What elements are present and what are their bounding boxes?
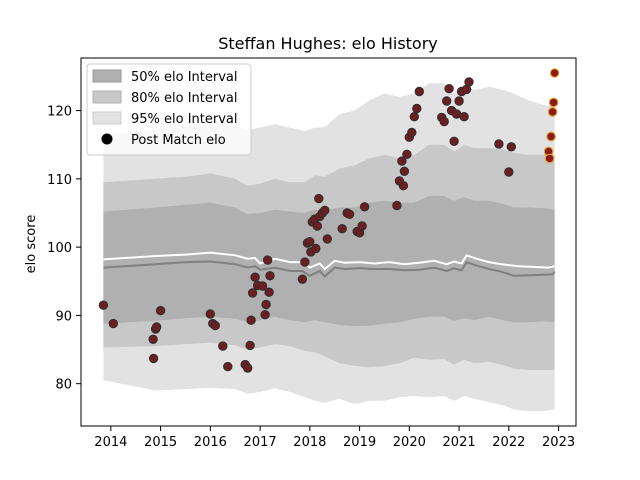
post-match-point-32 xyxy=(311,243,321,254)
post-match-point-21 xyxy=(261,299,271,310)
post-match-point-70 xyxy=(504,167,514,177)
y-axis-label: elo score xyxy=(24,215,39,274)
legend-entry-50: 50% elo Interval xyxy=(92,69,238,85)
post-match-point-0 xyxy=(98,300,109,310)
x-tick-label-2014: 2014 xyxy=(94,435,127,450)
post-match-point-26 xyxy=(300,257,310,267)
recent-match-point-1 xyxy=(544,153,555,164)
post-match-point-41 xyxy=(344,209,355,220)
post-match-point-25 xyxy=(297,274,308,284)
plot-area xyxy=(98,68,560,412)
post-match-point-53 xyxy=(407,127,417,138)
legend-swatch-50 xyxy=(92,69,122,83)
x-tick-label-2022: 2022 xyxy=(492,435,525,450)
y-tick-label-120: 120 xyxy=(47,105,72,120)
post-match-point-11 xyxy=(223,361,233,372)
legend-swatch-80 xyxy=(92,90,122,104)
legend-frame xyxy=(86,63,252,156)
legend-label-95: 95% elo Interval xyxy=(131,112,238,127)
legend-entry-95: 95% elo Interval xyxy=(92,111,238,127)
y-tick-label-110: 110 xyxy=(47,173,72,188)
post-match-point-38 xyxy=(322,234,332,244)
post-match-point-15 xyxy=(246,315,256,325)
axes: 2014 2015 2016 2017 2018 2019 2020 2021 2022 2023… xyxy=(47,105,575,450)
post-match-point-37 xyxy=(320,205,330,216)
post-match-point-51 xyxy=(402,149,412,160)
post-match-point-49 xyxy=(398,181,409,191)
post-match-point-14 xyxy=(245,340,255,351)
x-tick-label-2019: 2019 xyxy=(343,435,376,450)
x-tick-label-2018: 2018 xyxy=(293,435,326,450)
post-match-point-68 xyxy=(464,77,474,87)
post-match-point-71 xyxy=(506,142,516,152)
legend-entry-80: 80% elo Interval xyxy=(92,90,238,106)
legend-label-50: 50% elo Interval xyxy=(131,70,238,85)
post-match-point-2 xyxy=(148,334,158,344)
post-match-point-20 xyxy=(260,310,270,320)
y-tick-label-90: 90 xyxy=(55,309,72,324)
median-elo-line xyxy=(103,260,556,278)
post-match-point-1 xyxy=(108,318,119,329)
post-match-point-46 xyxy=(392,200,402,211)
post-match-point-55 xyxy=(412,103,422,114)
post-match-point-64 xyxy=(454,96,464,106)
post-match-point-66 xyxy=(459,112,469,122)
legend-label-post-match: Post Match elo xyxy=(131,133,226,148)
x-tick-label-2020: 2020 xyxy=(393,435,426,450)
post-match-point-24 xyxy=(265,271,275,281)
post-match-point-50 xyxy=(399,166,410,177)
x-tick-label-2015: 2015 xyxy=(144,435,177,450)
post-match-point-62 xyxy=(449,136,459,147)
post-match-point-9 xyxy=(210,320,221,331)
x-tick-label-2021: 2021 xyxy=(443,435,476,450)
post-match-point-22 xyxy=(262,255,273,265)
legend: 50% elo Interval 80% elo Interval 95% el… xyxy=(86,63,252,156)
post-match-point-5 xyxy=(151,322,162,332)
post-match-point-44 xyxy=(357,221,367,231)
post-match-point-69 xyxy=(494,139,504,149)
y-tick-label-100: 100 xyxy=(47,241,72,256)
x-tick-label-2017: 2017 xyxy=(244,435,277,450)
post-match-point-3 xyxy=(148,353,159,364)
recent-match-point-4 xyxy=(548,97,559,108)
post-match-point-6 xyxy=(155,305,166,316)
plot-frame xyxy=(80,57,577,427)
band-50-area xyxy=(103,195,555,327)
legend-marker-post-match xyxy=(101,133,113,145)
chart-title: Steffan Hughes: elo History xyxy=(218,34,438,53)
post-match-point-58 xyxy=(439,116,449,127)
legend-label-80: 80% elo Interval xyxy=(131,91,238,106)
mean-elo-line xyxy=(103,251,555,271)
post-match-point-19 xyxy=(257,281,268,291)
post-match-point-48 xyxy=(397,156,407,166)
legend-entry-post-match: Post Match elo xyxy=(101,133,226,148)
post-match-point-60 xyxy=(444,84,454,94)
post-match-point-7 xyxy=(205,309,216,319)
post-match-point-34 xyxy=(314,193,324,204)
recent-match-point-2 xyxy=(546,131,556,142)
post-match-point-16 xyxy=(247,288,258,298)
post-match-point-17 xyxy=(250,272,260,282)
post-match-point-23 xyxy=(264,287,274,297)
post-match-point-10 xyxy=(218,341,228,351)
post-match-point-56 xyxy=(414,86,424,97)
post-match-point-13 xyxy=(243,363,253,373)
legend-swatch-95 xyxy=(92,111,122,125)
x-tick-label-2023: 2023 xyxy=(542,435,575,450)
post-match-point-54 xyxy=(409,112,419,122)
post-match-point-59 xyxy=(442,96,452,106)
recent-match-point-3 xyxy=(547,107,558,117)
y-tick-label-80: 80 xyxy=(55,378,72,393)
recent-match-point-5 xyxy=(549,68,560,78)
post-match-point-28 xyxy=(305,237,315,247)
post-match-point-39 xyxy=(337,224,347,234)
x-tick-label-2016: 2016 xyxy=(194,435,227,450)
post-match-point-33 xyxy=(312,221,322,231)
post-match-point-45 xyxy=(359,202,370,212)
